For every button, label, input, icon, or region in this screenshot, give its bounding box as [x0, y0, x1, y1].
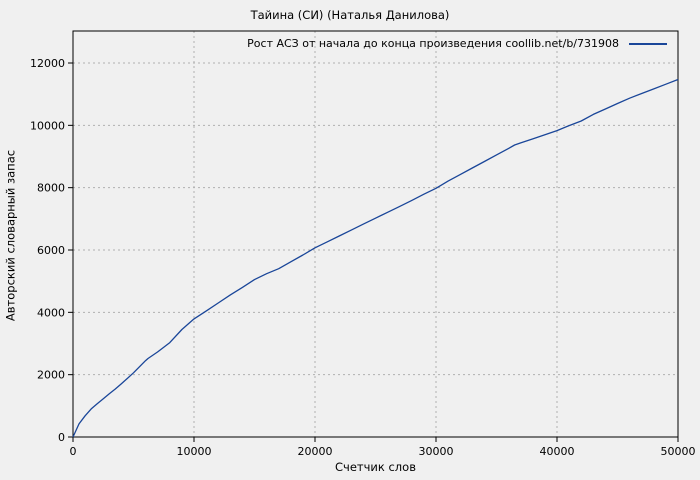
x-tick-label: 10000 — [177, 445, 212, 458]
y-tick-label: 12000 — [30, 57, 65, 70]
plot-frame — [72, 30, 679, 438]
y-tick-label: 8000 — [37, 182, 65, 195]
legend: Рост АСЗ от начала до конца произведения… — [247, 37, 667, 50]
y-axis-label: Авторский словарный запас — [3, 149, 18, 322]
x-tick-label: 50000 — [661, 445, 696, 458]
legend-label: Рост АСЗ от начала до конца произведения… — [247, 37, 619, 50]
x-tick-label: 40000 — [540, 445, 575, 458]
x-tick-label: 20000 — [298, 445, 333, 458]
data-line — [72, 78, 679, 438]
chart-title: Тайина (СИ) (Наталья Данилова) — [250, 8, 450, 22]
legend-line-sample — [629, 42, 667, 45]
x-axis-label: Счетчик слов — [335, 460, 416, 474]
y-tick-label: 2000 — [37, 369, 65, 382]
y-tick-label: 10000 — [30, 119, 65, 132]
y-tick-label: 6000 — [37, 244, 65, 257]
x-tick-label: 0 — [70, 445, 77, 458]
y-tick-label: 0 — [58, 431, 65, 444]
y-tick-label: 4000 — [37, 306, 65, 319]
x-tick-label: 30000 — [419, 445, 454, 458]
